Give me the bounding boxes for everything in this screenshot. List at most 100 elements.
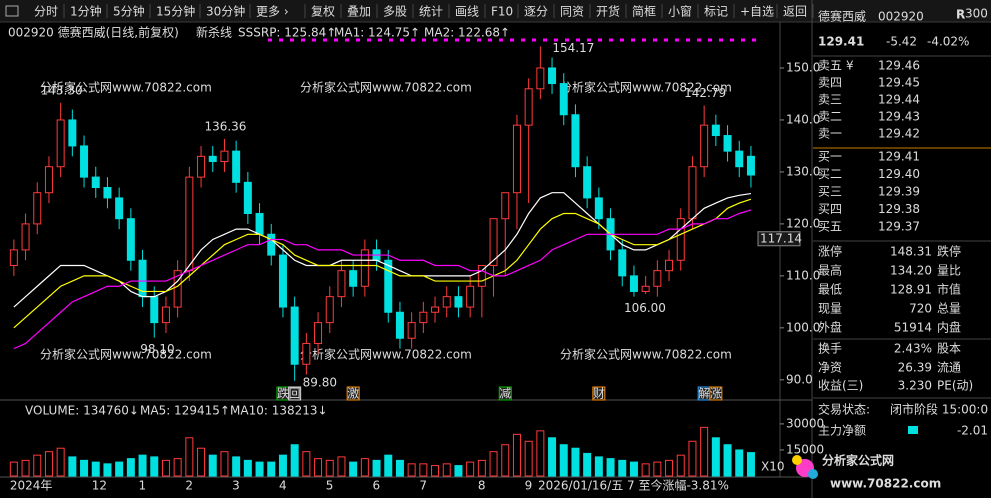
stat-label: 跌停	[937, 244, 961, 259]
candle-body	[723, 135, 732, 152]
toolbar-button[interactable]: 叠加	[347, 5, 371, 19]
toolbar-button[interactable]: 开货	[596, 4, 620, 19]
candle-body	[220, 150, 229, 163]
volume-bar	[688, 440, 697, 477]
toolbar-button[interactable]: 30分钟	[206, 4, 245, 19]
ask-label: 卖五	[818, 59, 842, 73]
candle-body	[676, 218, 685, 261]
toolbar-button[interactable]: 逐分	[524, 5, 548, 19]
logo-url: www.70822.com	[830, 477, 941, 491]
toolbar-button[interactable]: 多股	[383, 5, 407, 19]
toolbar-button[interactable]: 画线	[455, 5, 479, 19]
candle-body	[290, 306, 299, 365]
bid-price: 129.37	[878, 220, 920, 234]
volume-legend: VOLUME: 134760↓	[25, 404, 139, 418]
ma-line	[13, 192, 752, 308]
x-tick-label: 12	[92, 479, 107, 493]
toolbar-button[interactable]: 统计	[419, 5, 443, 19]
toolbar-button[interactable]: 同资	[560, 5, 584, 19]
volume-bar	[138, 454, 147, 477]
event-box[interactable]	[346, 386, 360, 401]
ask-label: 卖二	[818, 110, 842, 124]
volume-bar	[103, 463, 112, 477]
toolbar-button[interactable]: 复权	[311, 5, 335, 19]
toolbar-button[interactable]: 5分钟	[113, 4, 145, 19]
stat-label: 净资	[818, 361, 842, 375]
event-box[interactable]	[592, 386, 606, 401]
x-tick-label: 6	[373, 479, 381, 493]
toolbar-button[interactable]: +自选	[740, 5, 774, 19]
toolbar-button[interactable]: 更多 ›	[256, 5, 289, 19]
badge-num: 300	[965, 7, 988, 21]
bid-price: 129.41	[878, 150, 920, 164]
candle-body	[665, 259, 674, 272]
stock-code: 002920	[878, 10, 924, 24]
change: -5.42	[886, 35, 917, 49]
volume-bar	[372, 459, 381, 477]
indicator-label: MA2: 122.68↑	[424, 26, 510, 40]
volume-bar	[243, 459, 252, 477]
price-marker-label: 117.14	[760, 231, 802, 245]
candle-body	[349, 270, 358, 287]
volume-bar	[208, 454, 217, 477]
candle-body	[314, 322, 323, 344]
candle-body	[442, 296, 451, 308]
volume-bar	[618, 459, 627, 477]
logo-icon	[792, 455, 818, 479]
menu-icon[interactable]	[5, 5, 19, 17]
event-marker: 减	[499, 387, 511, 401]
candle-body	[325, 296, 334, 324]
price-annotation: 89.80	[303, 375, 337, 389]
volume-bar	[395, 459, 404, 477]
candle-body	[150, 296, 159, 324]
price-marker	[757, 231, 801, 247]
volume-bar	[325, 459, 334, 477]
bid-label: 买一	[818, 150, 842, 164]
date-overlay: 2026/01/16/五 7 至今涨幅-3.81%	[538, 478, 729, 493]
stat-label: 总量	[937, 302, 961, 316]
candle-body	[419, 311, 428, 324]
candle-body	[688, 166, 697, 220]
toolbar-button[interactable]: 15分钟	[156, 4, 195, 19]
volume-bar	[548, 437, 557, 477]
event-box[interactable]	[498, 386, 512, 401]
volume-bar	[9, 461, 18, 477]
volume-bar	[571, 447, 580, 477]
candle-body	[278, 254, 287, 308]
stat-label: 市值	[937, 282, 961, 297]
candle-body	[559, 83, 568, 116]
ask-price: 129.46	[878, 59, 920, 73]
volume-bar	[606, 458, 615, 477]
candle-body	[431, 306, 440, 313]
toolbar-button[interactable]: 小窗	[668, 5, 692, 19]
toolbar-button[interactable]: 分时	[34, 5, 58, 19]
candle-body	[700, 124, 709, 168]
bid-price: 129.39	[878, 185, 920, 199]
toolbar-button[interactable]: 返回	[783, 5, 807, 19]
indicator-label: MA1: 124.75↑	[334, 26, 420, 40]
bid-label: 买三	[818, 185, 842, 199]
candle-body	[185, 176, 194, 272]
candle-body	[395, 311, 404, 339]
candle-body	[454, 296, 463, 308]
volume-bar	[220, 451, 229, 477]
stat-label: 流通	[937, 361, 961, 375]
stat-value: 51914	[894, 321, 932, 335]
volume-bar	[33, 454, 42, 477]
event-marker: 回	[289, 387, 301, 401]
toolbar-button[interactable]: 简框	[632, 5, 656, 19]
toolbar-button[interactable]: 1分钟	[70, 4, 102, 19]
y-tick-label: 110.0	[786, 268, 820, 282]
event-box[interactable]	[288, 386, 302, 401]
event-marker: 激	[347, 387, 359, 401]
toolbar-button[interactable]: 标记	[704, 5, 728, 19]
watermark: 分析家公式网www.70822.com	[300, 80, 472, 95]
volume-bar	[115, 461, 124, 477]
stat-label: 换手	[818, 342, 842, 356]
volume-bar	[512, 433, 521, 477]
volume-bar	[290, 444, 299, 477]
toolbar-button[interactable]: F10	[491, 5, 513, 19]
event-box[interactable]	[709, 386, 723, 401]
candle-body	[641, 285, 650, 292]
